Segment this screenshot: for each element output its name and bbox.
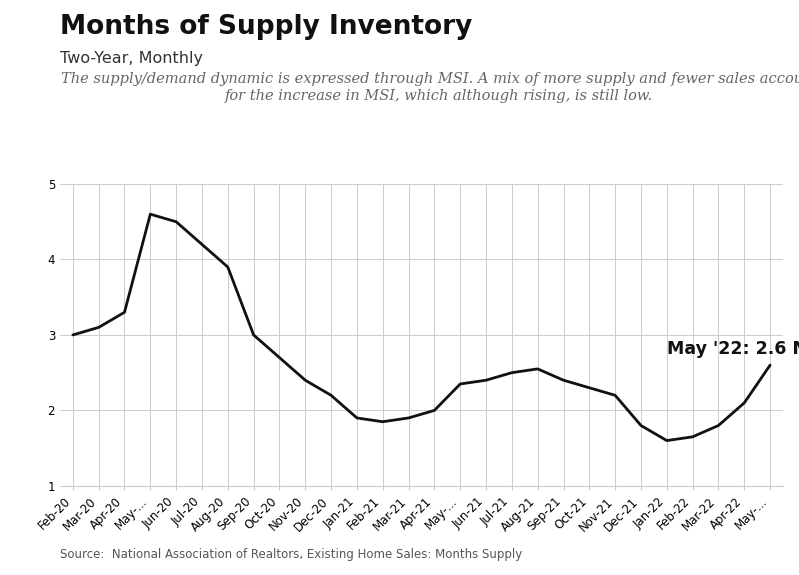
Text: Source:  National Association of Realtors, Existing Home Sales: Months Supply: Source: National Association of Realtors… <box>60 547 523 561</box>
Text: The supply/demand dynamic is expressed through MSI. A mix of more supply and few: The supply/demand dynamic is expressed t… <box>61 72 799 86</box>
Text: Months of Supply Inventory: Months of Supply Inventory <box>60 14 472 40</box>
Text: May '22: 2.6 Months: May '22: 2.6 Months <box>667 339 799 358</box>
Text: for the increase in MSI, which although rising, is still low.: for the increase in MSI, which although … <box>225 89 654 103</box>
Text: Two-Year, Monthly: Two-Year, Monthly <box>60 51 203 66</box>
